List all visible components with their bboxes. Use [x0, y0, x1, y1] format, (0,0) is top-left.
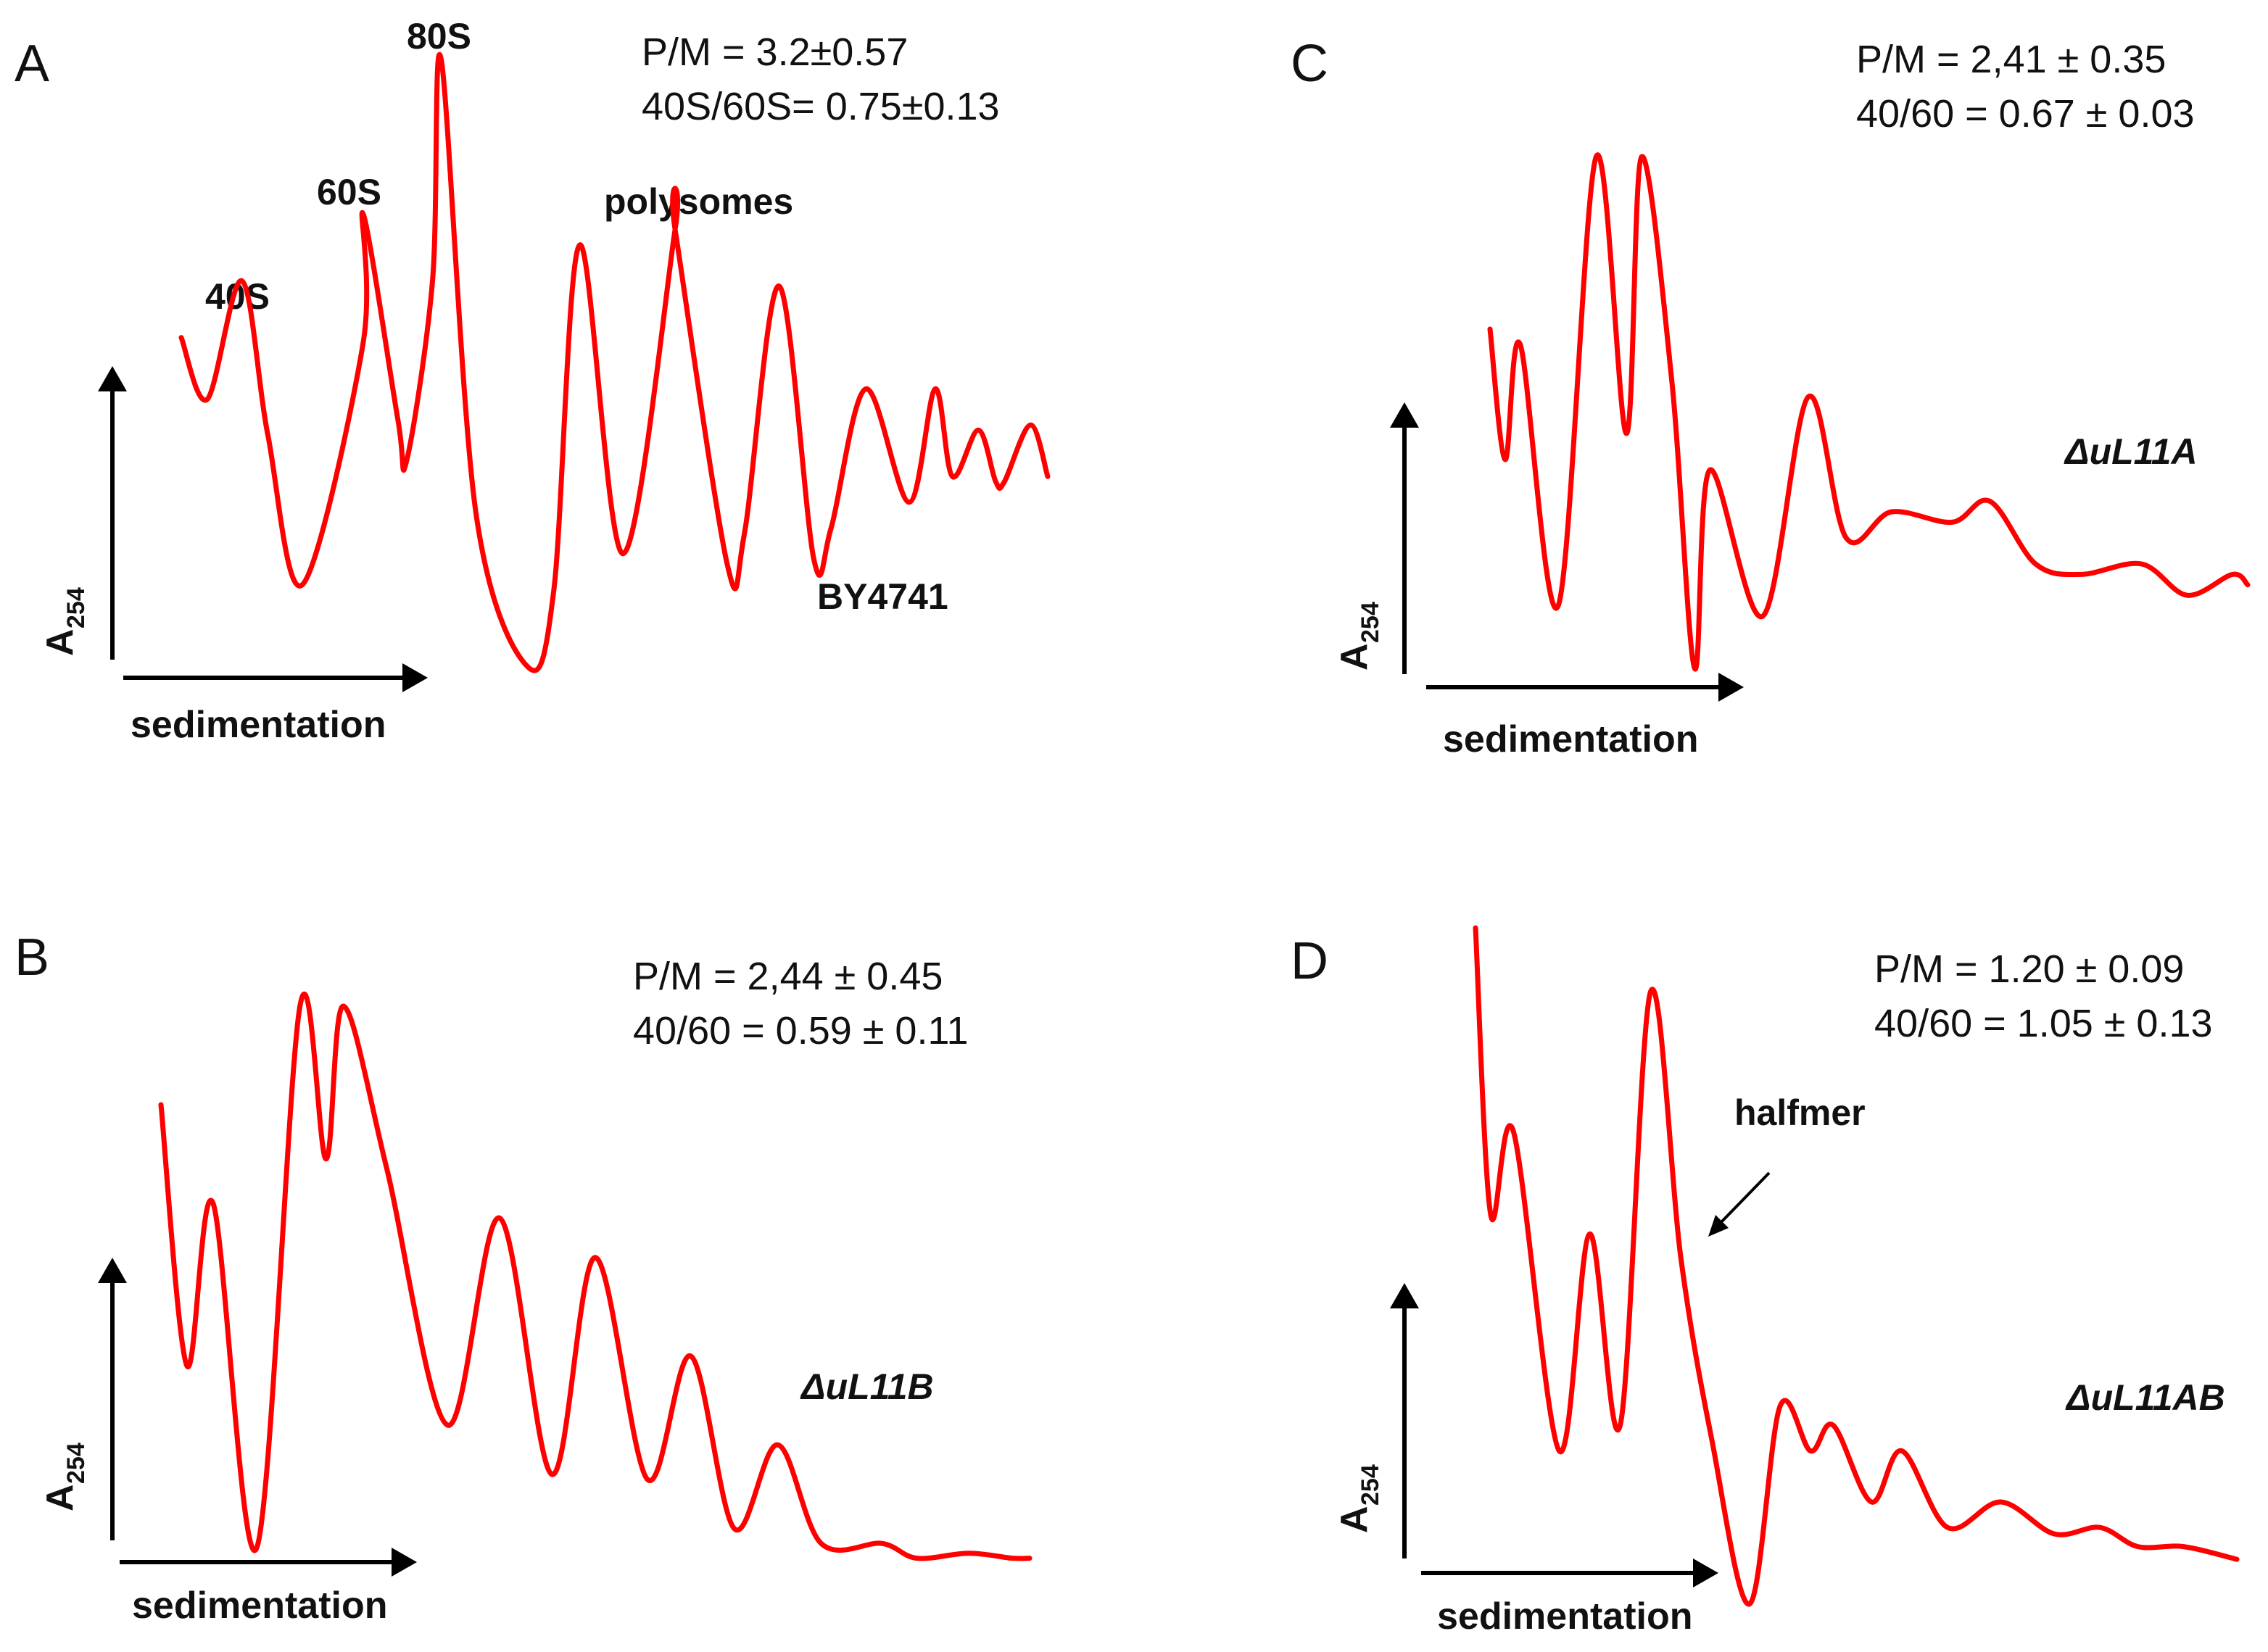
panel-b-strain: ΔuL11B [800, 1366, 934, 1407]
panel-a-letter: A [15, 35, 49, 93]
panel-c-xlabel: sedimentation [1443, 718, 1699, 760]
panel-b-ylabel-sub: 254 [62, 1443, 90, 1484]
panel-d-letter: D [1291, 932, 1328, 990]
panel-c-ylabel-main: A [1333, 643, 1375, 671]
panel-b-stat-pm: P/M = 2,44 ± 0.45 [633, 955, 943, 998]
panel-d-ylabel: A 254 [1333, 1464, 1384, 1533]
panel-d-strain: ΔuL11AB [2065, 1377, 2225, 1418]
panel-b: B P/M = 2,44 ± 0.45 40/60 = 0.59 ± 0.11 … [15, 929, 1032, 1627]
peak-label-60s: 60S [317, 172, 381, 212]
panel-d-trace [1473, 925, 2240, 1607]
panel-a-stat-ratio: 40S/60S= 0.75±0.13 [642, 85, 1000, 128]
panel-b-stat-ratio: 40/60 = 0.59 ± 0.11 [633, 1009, 969, 1053]
panel-c-stat-pm: P/M = 2,41 ± 0.35 [1856, 38, 2166, 81]
panel-b-letter: B [15, 929, 49, 987]
panel-b-y-axis-arrowhead [98, 1258, 127, 1283]
panel-d-ylabel-sub: 254 [1357, 1464, 1384, 1506]
panel-d-stat-pm: P/M = 1.20 ± 0.09 [1874, 947, 2184, 991]
halfmer-pointer-line [1717, 1171, 1771, 1226]
peak-label-80s: 80S [407, 16, 471, 57]
panel-c-strain: ΔuL11A [2064, 431, 2198, 472]
panel-a-trace [178, 51, 1051, 673]
panel-c-trace [1487, 152, 2251, 672]
panel-b-ylabel-main: A [39, 1484, 81, 1511]
panel-c-stat-ratio: 40/60 = 0.67 ± 0.03 [1856, 92, 2195, 136]
panel-c-y-axis-arrowhead [1390, 402, 1419, 428]
panel-c-letter: C [1291, 35, 1328, 93]
panel-b-trace [158, 991, 1032, 1561]
panel-d-ylabel-main: A [1333, 1506, 1375, 1533]
panel-a-y-axis-arrowhead [98, 366, 127, 391]
panel-d: D P/M = 1.20 ± 0.09 40/60 = 1.05 ± 0.13 … [1291, 925, 2240, 1638]
panel-c-ylabel: A 254 [1333, 602, 1384, 671]
panel-a: A P/M = 3.2±0.57 40S/60S= 0.75±0.13 40S … [15, 16, 1051, 746]
halfmer-pointer-arrowhead [1708, 1215, 1729, 1237]
panel-a-ylabel: A 254 [39, 587, 90, 656]
panel-b-ylabel: A 254 [39, 1443, 90, 1511]
panel-d-y-axis-arrowhead [1390, 1283, 1419, 1308]
peak-label-halfmer: halfmer [1734, 1092, 1866, 1133]
panel-b-x-axis-arrowhead [392, 1548, 417, 1577]
panel-d-stat-ratio: 40/60 = 1.05 ± 0.13 [1874, 1002, 2213, 1045]
panel-a-strain: BY4741 [817, 576, 948, 617]
panel-a-xlabel: sedimentation [131, 704, 386, 746]
panel-c-ylabel-sub: 254 [1357, 602, 1384, 643]
panel-a-ylabel-main: A [39, 628, 81, 656]
panel-a-x-axis-arrowhead [402, 663, 428, 692]
panel-c-x-axis-arrowhead [1718, 673, 1744, 702]
panel-d-x-axis-arrowhead [1693, 1558, 1718, 1587]
peak-label-polysomes: polysomes [604, 181, 793, 222]
panel-d-xlabel: sedimentation [1437, 1595, 1693, 1638]
panel-c: C P/M = 2,41 ± 0.35 40/60 = 0.67 ± 0.03 … [1291, 35, 2251, 760]
panel-a-stat-pm: P/M = 3.2±0.57 [642, 30, 908, 74]
panel-a-ylabel-sub: 254 [62, 587, 90, 628]
panel-b-xlabel: sedimentation [132, 1585, 388, 1627]
